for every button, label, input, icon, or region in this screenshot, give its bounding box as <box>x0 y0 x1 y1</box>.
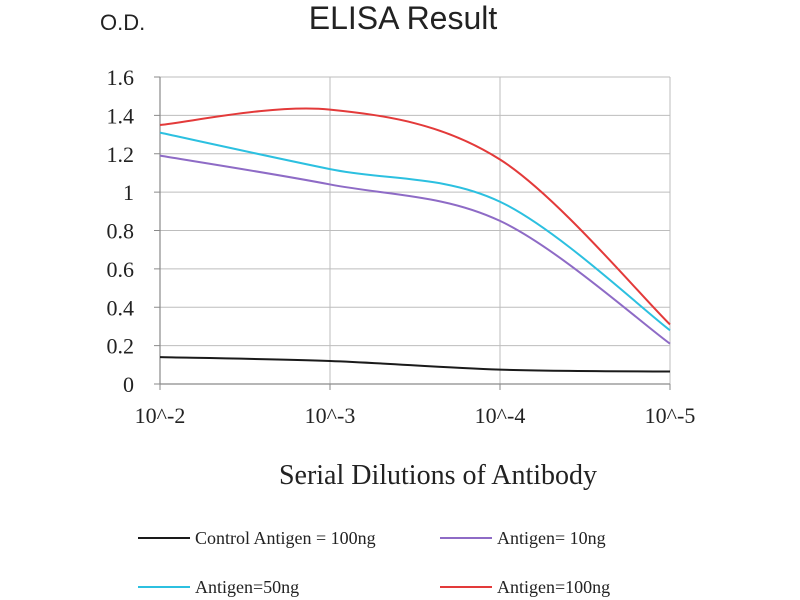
y-tick-label: 0 <box>123 372 134 397</box>
legend-item: Antigen= 10ng <box>440 528 606 548</box>
legend-label: Antigen=100ng <box>497 577 610 597</box>
chart-title: ELISA Result <box>309 0 498 36</box>
legend-label: Control Antigen = 100ng <box>195 528 376 548</box>
y-tick-label: 0.4 <box>107 295 135 320</box>
grid <box>160 76 671 384</box>
legend: Control Antigen = 100ng Antigen= 10ng Anti… <box>138 528 610 597</box>
x-tick-label: 10^-5 <box>645 403 696 428</box>
y-tick-labels: 0 0.2 0.4 0.6 0.8 1 1.2 1.4 1.6 <box>107 65 135 397</box>
axes <box>154 76 671 390</box>
y-tick-label: 1.4 <box>107 103 135 128</box>
series-line-1 <box>159 356 671 373</box>
y-tick-label: 1 <box>123 180 134 205</box>
y-tick-label: 1.2 <box>107 142 135 167</box>
x-tick-label: 10^-2 <box>135 403 186 428</box>
y-axis-label: O.D. <box>100 10 145 35</box>
series-line-3 <box>159 131 671 332</box>
legend-item: Antigen=100ng <box>440 577 610 597</box>
x-axis-label: Serial Dilutions of Antibody <box>279 460 597 491</box>
y-tick-label: 1.6 <box>107 65 135 90</box>
x-tick-labels: 10^-2 10^-3 10^-4 10^-5 <box>135 403 696 428</box>
series-line-4 <box>159 107 671 326</box>
legend-item: Control Antigen = 100ng <box>138 528 376 548</box>
legend-item: Antigen=50ng <box>138 577 299 597</box>
series-line-2 <box>159 154 671 345</box>
legend-label: Antigen=50ng <box>195 577 299 597</box>
y-tick-label: 0.6 <box>107 257 135 282</box>
series-lines <box>159 107 671 373</box>
x-tick-label: 10^-4 <box>475 403 526 428</box>
x-tick-label: 10^-3 <box>305 403 356 428</box>
legend-label: Antigen= 10ng <box>497 528 606 548</box>
y-tick-label: 0.2 <box>107 334 135 359</box>
y-tick-label: 0.8 <box>107 219 135 244</box>
